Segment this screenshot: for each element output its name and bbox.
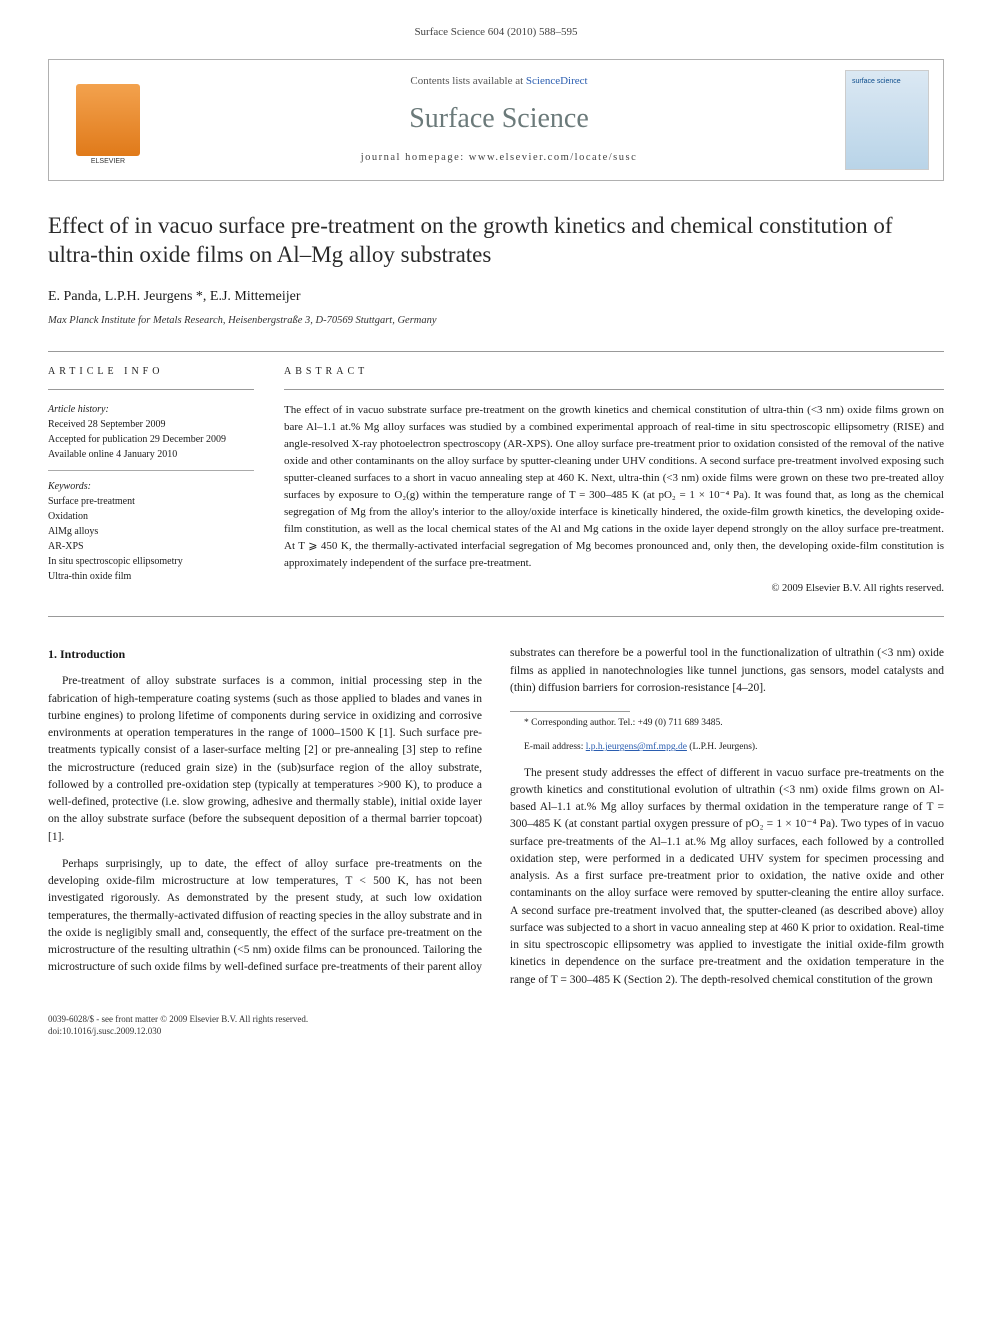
keyword-item: AR-XPS (48, 539, 254, 554)
article-title: Effect of in vacuo surface pre-treatment… (48, 211, 944, 271)
journal-name: Surface Science (153, 98, 845, 140)
email-suffix: (L.P.H. Jeurgens). (687, 742, 758, 752)
author-list: E. Panda, L.P.H. Jeurgens *, E.J. Mittem… (48, 286, 944, 307)
footnote-rule (510, 711, 630, 712)
history-accepted: Accepted for publication 29 December 200… (48, 432, 254, 447)
footer-meta: 0039-6028/$ - see front matter © 2009 El… (48, 1013, 944, 1038)
body-paragraph: The present study addresses the effect o… (510, 765, 944, 989)
body-two-columns: 1. Introduction Pre-treatment of alloy s… (48, 645, 944, 989)
contents-line: Contents lists available at ScienceDirec… (153, 73, 845, 90)
journal-cover-thumb-icon (845, 70, 929, 170)
keyword-item: Surface pre-treatment (48, 494, 254, 509)
doi-line: doi:10.1016/j.susc.2009.12.030 (48, 1025, 944, 1038)
sciencedirect-link[interactable]: ScienceDirect (526, 75, 588, 87)
abstract-column: ABSTRACT The effect of in vacuo substrat… (284, 364, 944, 596)
issn-line: 0039-6028/$ - see front matter © 2009 El… (48, 1013, 944, 1026)
elsevier-logo-icon (76, 84, 140, 156)
banner-center: Contents lists available at ScienceDirec… (153, 73, 845, 165)
rule-top (48, 351, 944, 352)
article-info-heading: ARTICLE INFO (48, 364, 254, 379)
article-info-column: ARTICLE INFO Article history: Received 2… (48, 364, 254, 596)
keyword-item: Oxidation (48, 509, 254, 524)
keyword-item: AlMg alloys (48, 524, 254, 539)
publisher-logo-wrap (63, 84, 153, 156)
email-label: E-mail address: (524, 742, 586, 752)
journal-homepage-line: journal homepage: www.elsevier.com/locat… (153, 150, 845, 166)
abstract-copyright: © 2009 Elsevier B.V. All rights reserved… (284, 581, 944, 597)
journal-banner: Contents lists available at ScienceDirec… (48, 59, 944, 181)
author-email-link[interactable]: l.p.h.jeurgens@mf.mpg.de (586, 742, 687, 752)
running-head: Surface Science 604 (2010) 588–595 (48, 24, 944, 41)
info-rule-1 (48, 389, 254, 390)
history-received: Received 28 September 2009 (48, 417, 254, 432)
abstract-heading: ABSTRACT (284, 364, 944, 379)
corresponding-author-footnote: * Corresponding author. Tel.: +49 (0) 71… (510, 716, 944, 730)
contents-prefix: Contents lists available at (410, 75, 525, 87)
abstract-rule (284, 389, 944, 390)
section-1-heading: 1. Introduction (48, 645, 482, 663)
info-abstract-row: ARTICLE INFO Article history: Received 2… (48, 364, 944, 596)
history-online: Available online 4 January 2010 (48, 447, 254, 462)
history-label: Article history: (48, 402, 254, 417)
email-footnote: E-mail address: l.p.h.jeurgens@mf.mpg.de… (510, 740, 944, 754)
keyword-item: Ultra-thin oxide film (48, 569, 254, 584)
affiliation: Max Planck Institute for Metals Research… (48, 313, 944, 329)
body-paragraph: Pre-treatment of alloy substrate surface… (48, 673, 482, 846)
rule-below-abstract (48, 616, 944, 617)
abstract-text: The effect of in vacuo substrate surface… (284, 402, 944, 572)
keywords-block: Keywords: Surface pre-treatment Oxidatio… (48, 479, 254, 584)
article-history-block: Article history: Received 28 September 2… (48, 402, 254, 471)
keywords-label: Keywords: (48, 479, 254, 494)
keyword-item: In situ spectroscopic ellipsometry (48, 554, 254, 569)
